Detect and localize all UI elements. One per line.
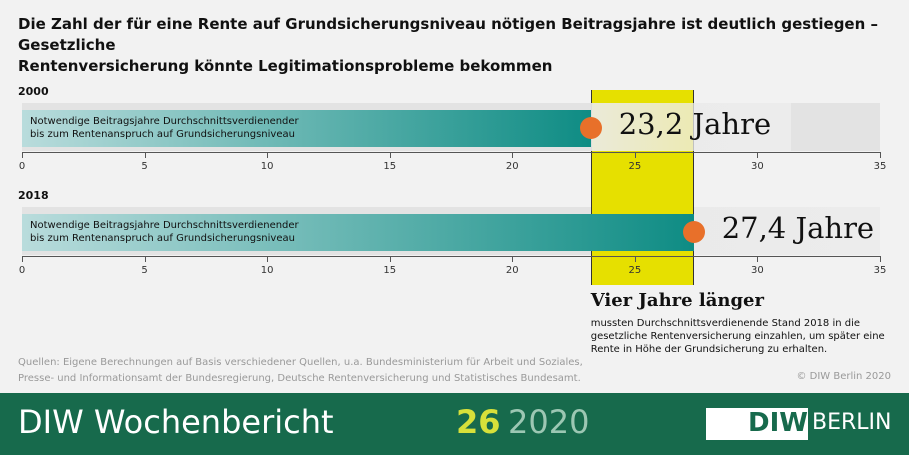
x-tick-label: 35	[873, 161, 887, 172]
source: Quellen: Eigene Berechnungen auf Basis v…	[18, 357, 583, 384]
tick-mark	[880, 256, 881, 262]
bar	[22, 214, 694, 251]
x-tick-label: 20	[505, 161, 519, 172]
x-tick-label: 10	[260, 265, 274, 276]
axis-line	[22, 152, 880, 153]
tick-mark	[512, 256, 514, 262]
value-box	[590, 103, 791, 151]
category-label: 2000	[18, 85, 49, 98]
tick-mark	[267, 256, 269, 262]
value-label: 27,4 Jahre	[721, 211, 875, 245]
bar	[22, 110, 591, 147]
check-icon	[682, 221, 705, 243]
tick-mark	[267, 152, 269, 158]
x-tick-label: 20	[505, 265, 519, 276]
annotation-text: mussten Durchschnittsverdienende Stand 2…	[590, 318, 885, 355]
x-tick-label: 0	[18, 265, 26, 276]
footer-publication: DIW Wochenbericht	[18, 403, 334, 441]
x-tick-label: 25	[628, 161, 642, 172]
annotation-title: Vier Jahre länger	[590, 290, 764, 311]
footer-year: 2020	[508, 403, 590, 441]
tick-mark	[634, 152, 636, 158]
value-label: 23,2 Jahre	[618, 107, 772, 141]
axis-line	[22, 256, 880, 257]
category-label: 2018	[18, 189, 49, 202]
series-name: Notwendige Beitragsjahre Durchschnittsve…	[30, 220, 299, 244]
tick-mark	[634, 256, 636, 262]
logo-box	[706, 408, 808, 440]
logo: DIW	[748, 408, 808, 438]
x-tick-label: 5	[141, 265, 148, 276]
tick-mark	[144, 152, 146, 158]
x-tick-label: 30	[751, 161, 764, 172]
tick-mark	[880, 152, 881, 158]
tick-mark	[757, 152, 759, 158]
series-name: Notwendige Beitragsjahre Durchschnittsve…	[30, 116, 299, 140]
x-tick-label: 15	[383, 265, 397, 276]
check-icon	[579, 117, 602, 139]
x-tick-label: 5	[141, 161, 148, 172]
tick-mark	[22, 152, 23, 158]
x-tick-label: 35	[873, 265, 887, 276]
x-tick-label: 30	[751, 265, 764, 276]
tick-mark	[22, 256, 23, 262]
x-tick-label: 25	[628, 265, 642, 276]
x-tick-label: 10	[260, 161, 274, 172]
tick-mark	[389, 256, 391, 262]
copyright: © DIW Berlin 2020	[796, 371, 891, 382]
value-box	[693, 207, 894, 255]
footer-issue: 26	[456, 403, 501, 441]
x-tick-label: 15	[383, 161, 397, 172]
x-tick-label: 0	[18, 161, 26, 172]
tick-mark	[144, 256, 146, 262]
tick-mark	[389, 152, 391, 158]
title: Die Zahl der für eine Rente auf Grundsic…	[18, 15, 879, 75]
logo-city: BERLIN	[812, 410, 892, 435]
tick-mark	[512, 152, 514, 158]
tick-mark	[757, 256, 759, 262]
